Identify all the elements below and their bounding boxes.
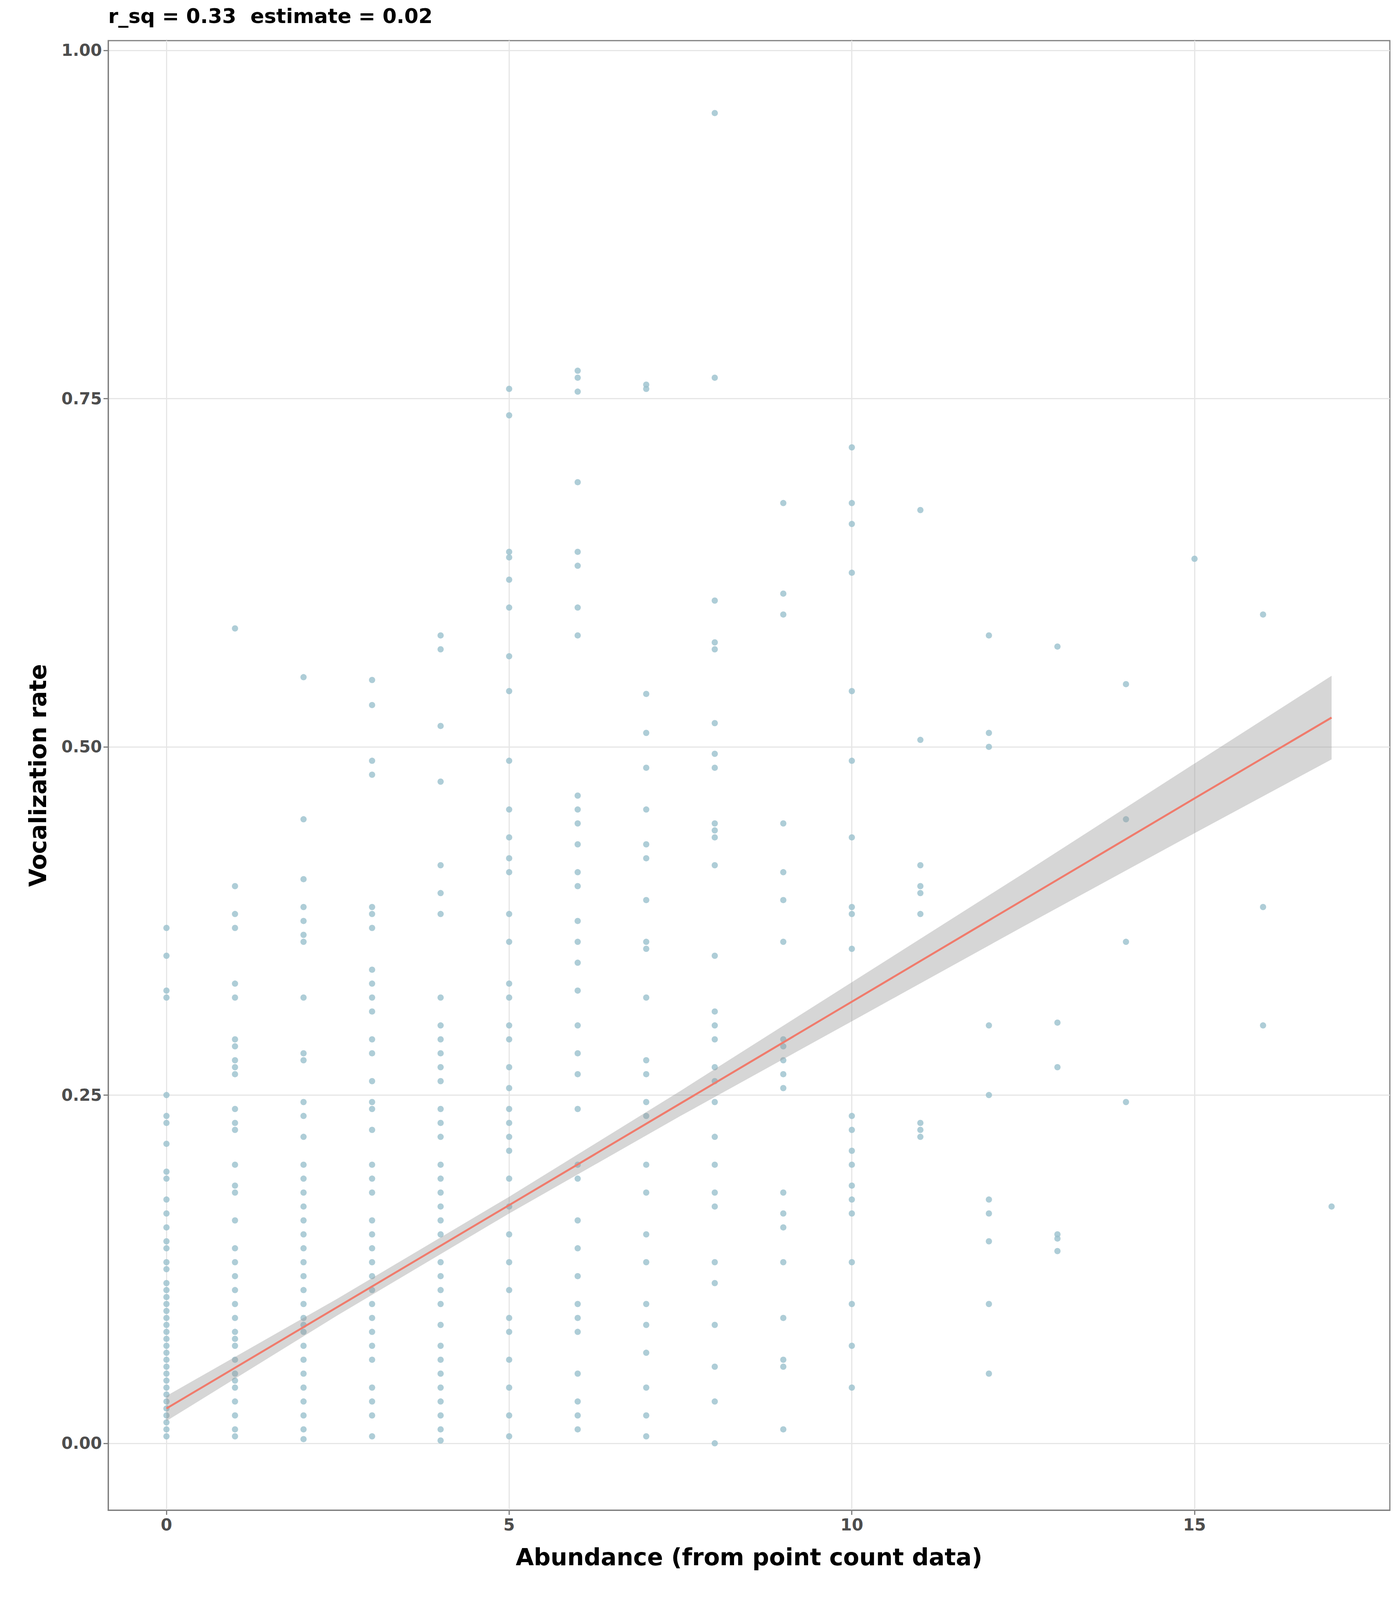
svg-text:0.00: 0.00 [61, 1433, 102, 1453]
svg-text:1.00: 1.00 [61, 40, 102, 60]
svg-text:r_sq = 0.33 estimate = 0.02: r_sq = 0.33 estimate = 0.02 [108, 4, 433, 28]
svg-text:0.25: 0.25 [61, 1085, 102, 1105]
svg-text:15: 15 [1183, 1515, 1206, 1535]
svg-text:0: 0 [160, 1515, 173, 1535]
svg-text:Abundance (from point count da: Abundance (from point count data) [515, 1543, 983, 1571]
svg-text:5: 5 [503, 1515, 515, 1535]
svg-text:0.75: 0.75 [61, 389, 102, 409]
svg-text:0.50: 0.50 [61, 737, 102, 757]
svg-text:Vocalization rate: Vocalization rate [24, 664, 52, 888]
svg-text:10: 10 [840, 1515, 863, 1535]
